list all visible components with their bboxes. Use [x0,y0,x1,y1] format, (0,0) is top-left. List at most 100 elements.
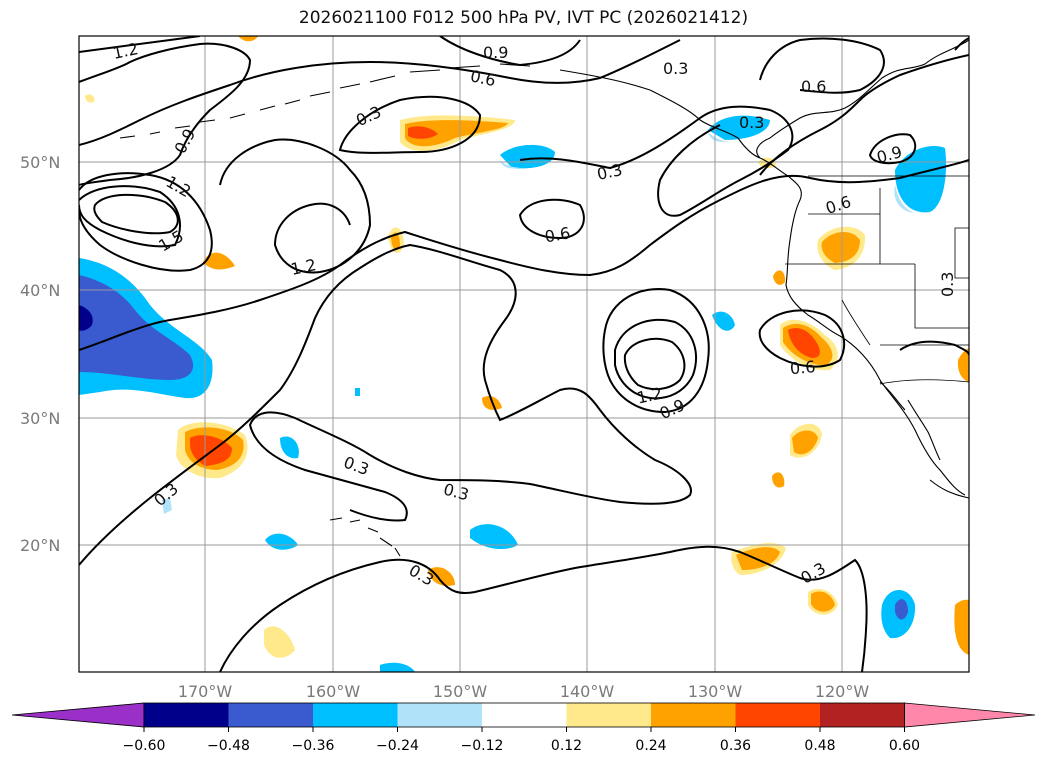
colorbar-extend-high [904,702,1036,728]
negative-anomaly-bc-edge [708,132,730,142]
positive-anomaly-small-6 [773,270,786,285]
negative-anomaly-163w [280,436,299,459]
contour-label: 0.3 [938,272,957,297]
lat-label-40n: 40°N [20,281,60,300]
positive-anomaly-15n-core [811,591,835,612]
coastlines [119,39,969,557]
contour-0.3-east-loop [899,340,969,356]
positive-anomaly-top-1 [238,36,258,42]
contour-label: 0.3 [663,59,688,78]
colorbar-extend-low [11,702,145,728]
contour-0.6-east [759,54,969,176]
colorbar-tick-label: 0.48 [804,738,835,754]
lon-label-140w: 140°W [560,682,615,701]
contour-label: 0.9 [483,43,508,62]
positive-anomaly-upper-mid [405,120,508,147]
lat-label-30n: 30°N [20,409,60,428]
positive-anomaly-baja-core [792,430,818,455]
contour-label: 0.6 [543,223,571,246]
contour-0.9-circle-outer [602,288,710,414]
contour-label: 0.6 [801,77,826,96]
positive-anomaly-small-5 [264,626,295,658]
hawaiian-islands [329,517,401,557]
contour-0.3-bottom [219,545,868,672]
contour-label: 0.6 [789,357,816,378]
contour-big-0.3 [79,159,969,351]
lon-label-130w: 130°W [688,682,743,701]
north-america-coast [756,39,969,496]
colorbar-segment [313,703,398,727]
contour-label: 0.3 [739,113,764,132]
positive-anomaly-east-edge-2 [957,348,969,382]
colorbar-tick-label: −0.48 [207,738,250,754]
lon-label-170w: 170°W [178,682,233,701]
lat-label-50n: 50°N [20,153,60,172]
positive-anomaly-small-4 [428,567,455,586]
colorbar-segment [820,703,905,727]
negative-anomaly-148w [470,524,518,550]
colorbar-tick-label: 0.36 [720,738,751,754]
borders [785,175,969,385]
positive-anomaly-bc [758,157,776,169]
state-borders [785,188,969,346]
negative-anomaly-bottom [380,662,415,672]
colorbar: −0.60 −0.48 −0.36 −0.24 −0.12 0.12 0.24 … [11,702,1036,754]
colorbar-tick-label: −0.24 [376,738,419,754]
mexico-coast [929,479,969,499]
contour-0.3-lower [79,243,692,566]
contour-0.6-small [518,198,585,240]
lon-label-120w: 120°W [815,682,870,701]
map-title: 2026021100 F012 500 hPa PV, IVT PC (2026… [298,8,749,28]
positive-anomaly-top-2 [85,94,95,103]
positive-anomaly-upper-core [408,126,438,139]
positive-anomaly-small-2-core [391,232,400,250]
contour-0.9-idaho [868,133,917,165]
longitude-labels: 170°W 160°W 150°W 140°W 130°W 120°W [178,682,870,701]
contour-label: 0.3 [595,160,624,184]
negative-anomaly-west-core [79,275,194,380]
colorbar-ticks [143,727,905,732]
contour-0.9-west-loop [79,172,213,272]
positive-anomaly-socal-core [788,328,820,358]
colorbar-segment [735,703,820,727]
colorbar-tick-label: −0.60 [123,738,166,754]
positive-anomaly-small-7 [772,472,785,488]
lat-label-20n: 20°N [20,536,60,555]
colorbar-tick-label: −0.12 [461,738,504,754]
contour-1.2-circle [614,318,697,400]
negative-anomaly-113w-core [895,599,908,620]
contour-0.3-topright-2 [954,37,969,51]
contour-label: 1.2 [635,384,664,408]
contour-1.5-west-loop [93,193,179,235]
negative-anomaly-tiny-1 [355,388,360,396]
negative-anomaly-127w [712,311,735,331]
alaska-coast [559,69,761,159]
contour-label: 1.2 [289,255,318,279]
contour-label: 1.2 [111,39,140,63]
aleutian-islands [119,63,531,139]
colorbar-tick-label: 0.60 [889,738,920,754]
pv-contours [79,36,969,672]
contour-1.5-circle [623,337,686,391]
positive-anomaly-oregon-core [821,231,860,263]
colorbar-segment [482,703,567,727]
baja-coast [879,381,941,461]
lon-label-150w: 150°W [433,682,488,701]
negative-anomaly-bc [708,115,770,140]
colorbar-tick-label: 0.12 [551,738,582,754]
negative-anomaly-idaho [895,146,947,213]
contour-0.3-loop [338,95,482,154]
mexico-border [879,379,969,385]
colorbar-tick-label: −0.36 [292,738,335,754]
contour-0.9-north [439,36,581,67]
latitude-labels: 50°N 40°N 30°N 20°N [20,153,60,555]
contour-0.9-top [79,42,252,186]
colorbar-segment [228,703,313,727]
contour-0.6-topright [759,37,885,94]
contour-1.2-hook [219,138,372,274]
negative-anomaly-165w-20n [265,533,298,550]
positive-anomaly-east-edge [954,599,969,655]
contour-1.2-west-loop [79,185,181,248]
colorbar-segment [566,703,651,727]
